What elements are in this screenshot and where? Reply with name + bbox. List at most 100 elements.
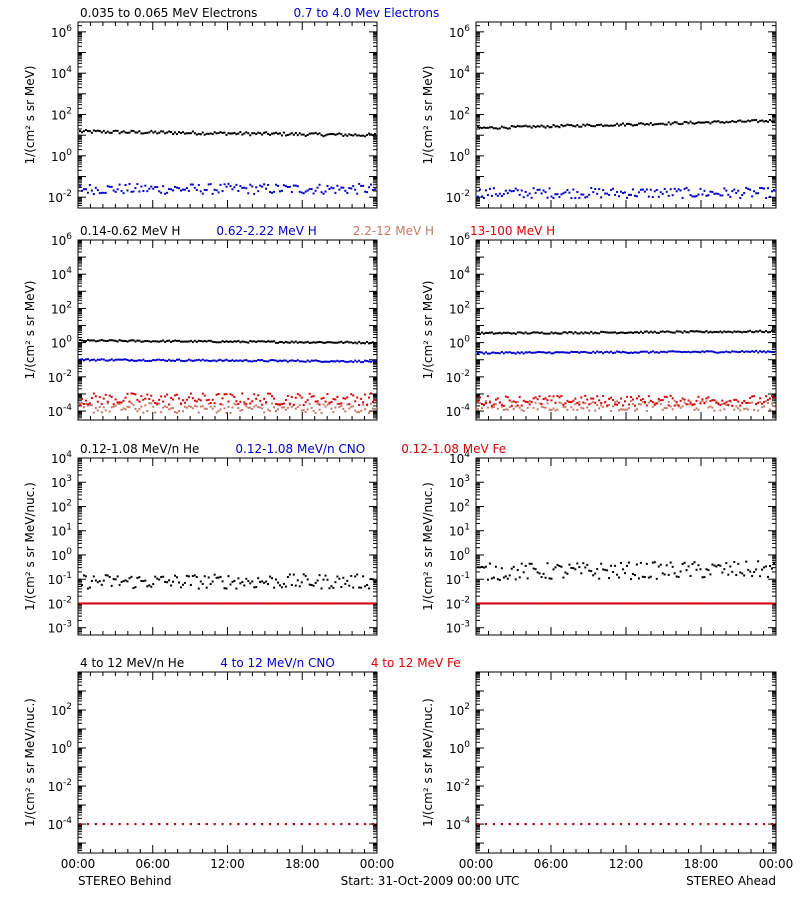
data-point <box>538 350 541 353</box>
data-point <box>554 331 557 334</box>
data-point <box>126 392 129 395</box>
data-point <box>237 577 240 580</box>
x-tick-label: 00:00 <box>459 857 494 871</box>
data-point <box>148 131 151 134</box>
data-point <box>195 359 198 362</box>
data-point <box>336 341 339 344</box>
data-point <box>739 330 742 333</box>
data-point <box>600 123 603 126</box>
data-point <box>695 195 698 198</box>
data-point <box>374 133 376 136</box>
data-point <box>292 184 295 187</box>
data-point <box>298 341 301 344</box>
data-point <box>308 342 311 345</box>
data-point <box>518 352 521 355</box>
data-point <box>578 403 581 406</box>
data-point <box>271 132 274 135</box>
data-point <box>292 359 295 362</box>
data-point <box>243 602 246 605</box>
data-point <box>257 394 260 397</box>
data-point <box>685 121 688 124</box>
data-point <box>221 397 224 400</box>
data-point <box>334 341 337 344</box>
data-point <box>496 332 499 335</box>
data-point <box>739 119 742 122</box>
data-point <box>717 192 720 195</box>
data-point <box>544 351 547 354</box>
data-point <box>586 406 589 409</box>
data-point <box>763 350 766 353</box>
data-point <box>227 340 230 343</box>
data-point <box>562 192 565 195</box>
data-point <box>562 405 565 408</box>
data-point <box>655 577 658 580</box>
data-point <box>620 823 623 826</box>
data-point <box>669 123 672 126</box>
data-point <box>185 574 188 577</box>
data-point <box>582 193 585 196</box>
data-point <box>524 351 527 354</box>
data-point <box>191 397 194 400</box>
data-point <box>170 359 173 362</box>
data-point <box>723 408 726 411</box>
data-point <box>219 408 222 411</box>
data-point <box>721 602 724 605</box>
data-point <box>176 339 179 342</box>
data-point <box>110 358 113 361</box>
data-point <box>189 823 192 826</box>
data-point <box>498 602 501 605</box>
data-point <box>582 562 585 565</box>
data-point <box>715 823 718 826</box>
data-point <box>564 571 567 574</box>
data-point <box>477 823 479 826</box>
data-point <box>602 330 605 333</box>
data-point <box>88 402 91 405</box>
data-point <box>502 408 505 411</box>
data-point <box>215 341 218 344</box>
data-point <box>138 400 141 403</box>
data-point <box>179 403 182 406</box>
y-tick-label: 106 <box>449 232 470 248</box>
data-point <box>118 183 121 186</box>
data-point <box>552 124 555 127</box>
data-point <box>213 341 216 344</box>
data-point <box>276 341 279 344</box>
data-point <box>731 331 734 334</box>
data-point <box>727 351 730 354</box>
data-point <box>354 409 357 412</box>
data-point <box>284 134 287 137</box>
data-point <box>348 407 351 410</box>
data-point <box>500 403 503 406</box>
data-point <box>294 184 297 187</box>
data-point <box>622 350 625 353</box>
data-point <box>651 401 654 404</box>
data-point <box>673 350 676 353</box>
data-point <box>320 341 323 344</box>
data-point <box>679 330 682 333</box>
data-point <box>747 119 750 122</box>
data-point <box>263 131 266 134</box>
data-point <box>705 397 708 400</box>
data-point <box>166 393 169 396</box>
data-point <box>146 585 149 588</box>
data-point <box>324 341 327 344</box>
data-point <box>203 340 206 343</box>
data-point <box>693 602 696 605</box>
data-point <box>261 133 264 136</box>
data-point <box>546 332 549 335</box>
data-point <box>164 602 167 605</box>
data-point <box>215 576 218 579</box>
data-point <box>504 602 507 605</box>
data-point <box>709 400 712 403</box>
data-point <box>203 394 206 397</box>
plot-frame <box>77 21 378 209</box>
data-point <box>673 404 676 407</box>
data-point <box>709 573 712 576</box>
data-point <box>205 189 208 192</box>
data-point <box>673 187 676 190</box>
data-point <box>298 404 301 407</box>
data-point <box>546 351 549 354</box>
data-point <box>237 132 240 135</box>
data-point <box>544 576 547 579</box>
data-point <box>570 197 573 200</box>
